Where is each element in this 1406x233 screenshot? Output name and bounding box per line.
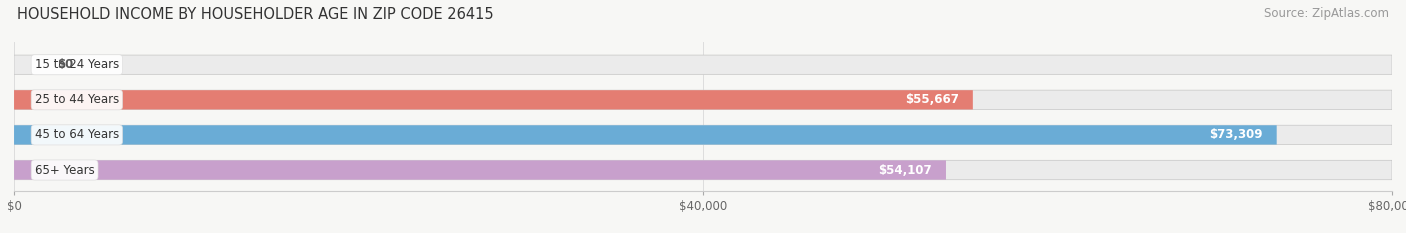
Text: 15 to 24 Years: 15 to 24 Years (35, 58, 120, 71)
Text: $55,667: $55,667 (905, 93, 959, 106)
PathPatch shape (14, 55, 1392, 74)
PathPatch shape (14, 160, 1392, 180)
Text: 45 to 64 Years: 45 to 64 Years (35, 128, 120, 141)
PathPatch shape (14, 90, 973, 110)
Text: 25 to 44 Years: 25 to 44 Years (35, 93, 120, 106)
PathPatch shape (14, 160, 946, 180)
Text: Source: ZipAtlas.com: Source: ZipAtlas.com (1264, 7, 1389, 20)
PathPatch shape (14, 125, 1392, 144)
PathPatch shape (14, 90, 1392, 110)
PathPatch shape (14, 125, 1277, 144)
Text: $54,107: $54,107 (879, 164, 932, 177)
Text: HOUSEHOLD INCOME BY HOUSEHOLDER AGE IN ZIP CODE 26415: HOUSEHOLD INCOME BY HOUSEHOLDER AGE IN Z… (17, 7, 494, 22)
Text: $73,309: $73,309 (1209, 128, 1263, 141)
Text: $0: $0 (58, 58, 73, 71)
Text: 65+ Years: 65+ Years (35, 164, 94, 177)
